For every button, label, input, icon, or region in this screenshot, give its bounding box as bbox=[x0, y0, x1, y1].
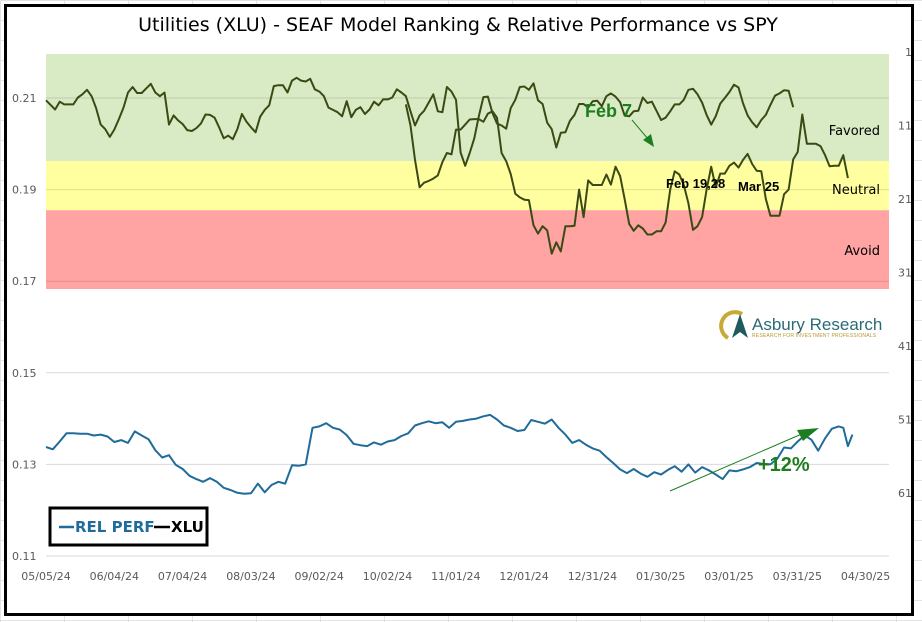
annotation-feb-7: Feb 7 bbox=[585, 101, 632, 121]
x-tick-label: 03/31/25 bbox=[773, 570, 822, 583]
x-axis: 05/05/24 06/04/24 07/04/24 08/03/24 09/02/24… bbox=[21, 570, 890, 583]
ranking-zones bbox=[46, 54, 889, 289]
zone-label-avoid: Avoid bbox=[844, 244, 880, 259]
series-line-xlu bbox=[45, 76, 795, 167]
y-tick-right: 31 bbox=[898, 267, 912, 280]
logo-tagline: RESEARCH FOR INVESTMENT PROFESSIONALS bbox=[752, 333, 877, 339]
zone-avoid bbox=[46, 210, 889, 289]
y-tick-right: 61 bbox=[898, 487, 912, 500]
x-tick-label: 01/30/25 bbox=[636, 570, 685, 583]
chart-title: Utilities (XLU) - SEAF Model Ranking & R… bbox=[138, 14, 778, 36]
zone-favored bbox=[46, 54, 889, 162]
x-tick-label: 06/04/24 bbox=[90, 570, 139, 583]
y-tick-left: 0.11 bbox=[12, 550, 37, 563]
x-tick-label: 12/01/24 bbox=[499, 570, 548, 583]
y-tick-left: 0.21 bbox=[12, 92, 37, 105]
series-line-rel-perf bbox=[45, 413, 854, 495]
series-line-xlu bbox=[404, 104, 849, 255]
y-tick-right: 1 bbox=[905, 46, 912, 59]
x-tick-label: 11/01/24 bbox=[431, 570, 480, 583]
annotation-feb-19-28: Feb 19,28 bbox=[666, 176, 725, 191]
x-tick-label: 08/03/24 bbox=[226, 570, 275, 583]
annotation-plus-12-percent: +12% bbox=[758, 454, 810, 476]
y-tick-left: 0.17 bbox=[12, 275, 37, 288]
annotation-mar-25: Mar 25 bbox=[738, 179, 779, 194]
x-tick-label: 12/31/24 bbox=[568, 570, 617, 583]
asbury-research-logo: Asbury Research RESEARCH FOR INVESTMENT … bbox=[719, 310, 882, 340]
series-lines bbox=[45, 76, 854, 495]
x-tick-label: 07/04/24 bbox=[158, 570, 207, 583]
logo-name: Asbury Research bbox=[752, 315, 882, 334]
zone-label-neutral: Neutral bbox=[832, 183, 880, 198]
legend-label-xlu: XLU bbox=[171, 518, 204, 536]
y-axis-left: 0.21 0.19 0.17 0.15 0.13 0.11 bbox=[12, 92, 37, 563]
y-tick-right: 11 bbox=[898, 120, 912, 133]
y-tick-left: 0.19 bbox=[12, 184, 37, 197]
logo-icon bbox=[719, 310, 748, 340]
gridlines bbox=[46, 97, 889, 557]
x-tick-label: 05/05/24 bbox=[21, 570, 70, 583]
rel-perf-trend-arrow bbox=[669, 428, 819, 492]
y-tick-right: 21 bbox=[898, 193, 912, 206]
zone-neutral bbox=[46, 161, 889, 211]
annotation-feb-7-arrow bbox=[631, 119, 654, 147]
legend-label-rel-perf: REL PERF bbox=[75, 518, 155, 536]
y-tick-right: 51 bbox=[898, 414, 912, 427]
y-tick-left: 0.13 bbox=[12, 458, 37, 471]
x-tick-label: 04/30/25 bbox=[841, 570, 890, 583]
x-tick-label: 09/02/24 bbox=[294, 570, 343, 583]
legend: REL PERF XLU bbox=[48, 506, 209, 547]
x-tick-label: 10/02/24 bbox=[363, 570, 412, 583]
y-tick-right: 41 bbox=[898, 340, 912, 353]
zone-labels: Favored Neutral Avoid bbox=[829, 124, 880, 259]
x-tick-label: 03/01/25 bbox=[704, 570, 753, 583]
y-tick-left: 0.15 bbox=[12, 367, 37, 380]
zone-label-favored: Favored bbox=[829, 124, 880, 139]
